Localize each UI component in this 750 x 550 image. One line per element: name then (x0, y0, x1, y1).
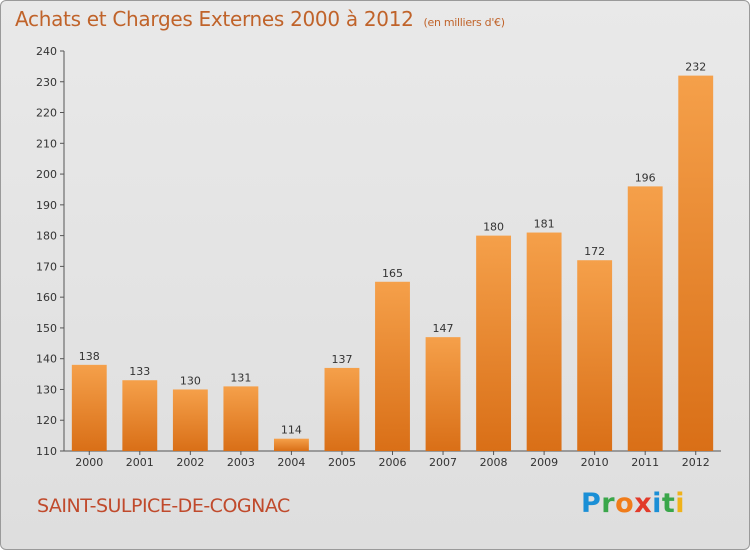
bar-value-label: 130 (180, 374, 201, 387)
logo-letter: r (601, 488, 616, 519)
y-tick-label: 190 (36, 199, 57, 212)
x-tick-label: 2006 (379, 456, 407, 469)
y-tick-label: 220 (36, 107, 57, 120)
y-tick-label: 120 (36, 414, 57, 427)
y-tick-label: 180 (36, 230, 57, 243)
x-tick-label: 2005 (328, 456, 356, 469)
x-tick-label: 2010 (581, 456, 609, 469)
y-tick-label: 210 (36, 137, 57, 150)
x-tick-label: 2012 (682, 456, 710, 469)
bar-value-label: 172 (584, 245, 605, 258)
bar-value-label: 165 (382, 267, 403, 280)
chart-subtitle: (en milliers d'€) (423, 16, 505, 29)
x-tick-label: 2002 (176, 456, 204, 469)
bar (375, 281, 410, 451)
bar (273, 438, 309, 451)
bar-value-label: 131 (230, 371, 251, 384)
bar (223, 386, 259, 451)
commune-name: SAINT-SULPICE-DE-COGNAC (37, 495, 290, 517)
chart-title-text: Achats et Charges Externes 2000 à 2012 (15, 7, 414, 31)
y-tick-label: 170 (36, 260, 57, 273)
y-tick-label: 230 (36, 76, 57, 89)
x-tick-label: 2007 (429, 456, 457, 469)
bar (678, 75, 714, 451)
bar (425, 337, 461, 451)
bar (627, 186, 663, 451)
bar-value-label: 181 (534, 218, 555, 231)
y-tick-label: 140 (36, 353, 57, 366)
x-tick-label: 2003 (227, 456, 255, 469)
bar (577, 260, 613, 451)
bar (71, 364, 107, 451)
bar (476, 235, 512, 451)
logo-letter: t (661, 488, 676, 519)
bar-value-label: 133 (129, 365, 150, 378)
y-tick-label: 110 (36, 445, 57, 458)
x-tick-label: 2008 (480, 456, 508, 469)
bar (172, 389, 208, 451)
x-tick-label: 2000 (75, 456, 103, 469)
bar-value-label: 137 (331, 353, 352, 366)
y-tick-label: 200 (36, 168, 57, 181)
bar-value-label: 138 (79, 350, 100, 363)
y-tick-label: 130 (36, 383, 57, 396)
x-tick-label: 2009 (530, 456, 558, 469)
logo-letter: o (615, 488, 635, 519)
bar (122, 380, 158, 451)
logo-letter: i (652, 488, 662, 519)
bar-value-label: 232 (685, 61, 706, 74)
x-tick-label: 2004 (277, 456, 305, 469)
bar-value-label: 147 (433, 322, 454, 335)
chart-title: Achats et Charges Externes 2000 à 2012 (e… (15, 7, 505, 31)
logo-letter: i (675, 488, 686, 519)
bar-value-label: 114 (281, 424, 302, 437)
bar (324, 367, 360, 451)
bar-value-label: 180 (483, 221, 504, 234)
x-tick-label: 2001 (126, 456, 154, 469)
proxiti-logo: Proxiti (581, 488, 685, 519)
y-tick-label: 150 (36, 322, 57, 335)
y-tick-label: 160 (36, 291, 57, 304)
logo-letter: x (634, 488, 653, 519)
y-tick-label: 240 (36, 45, 57, 58)
bar-value-label: 196 (635, 171, 656, 184)
x-tick-label: 2011 (631, 456, 659, 469)
bar (526, 232, 562, 451)
logo-letter: P (581, 488, 602, 519)
